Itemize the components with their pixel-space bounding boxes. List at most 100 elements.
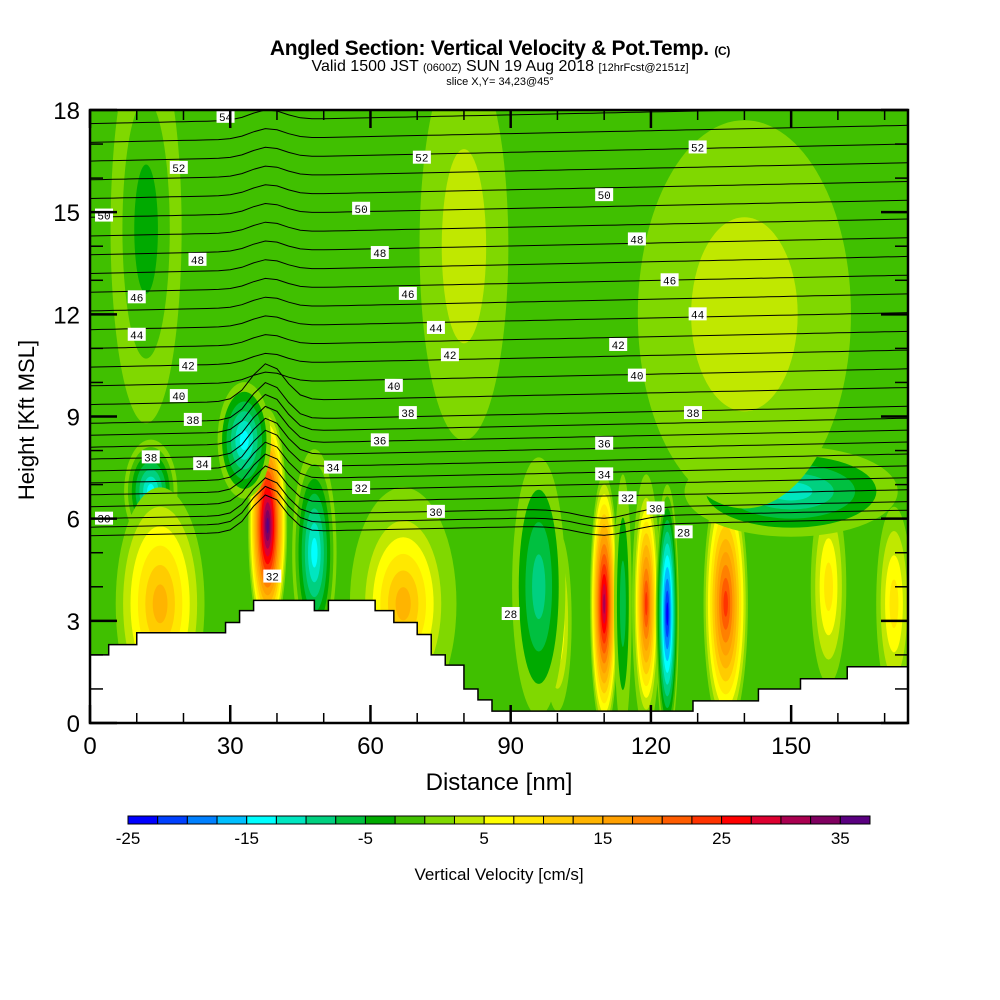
isentrope-label: 50 (95, 208, 114, 224)
isentrope-label-text: 52 (172, 164, 185, 176)
velocity-band (666, 602, 669, 626)
isentrope-label: 52 (688, 140, 707, 155)
colorbar-segment (305, 815, 337, 825)
valid-utc: (0600Z) (422, 62, 462, 74)
colorbar-segment (543, 815, 574, 825)
isentrope-label-text: 48 (630, 235, 643, 247)
isentrope-label-box (683, 406, 702, 420)
isentrope-label-text: 28 (504, 610, 517, 622)
plot-area: 54 52 52 52 50 50 50 48 48 48 46 46 46 44 44 44 42 42 42 40… (90, 110, 908, 723)
isentrope-line (90, 124, 908, 143)
isentrope-label: 48 (627, 232, 646, 247)
y-tick-label: 0 (67, 711, 80, 738)
isentrope-label: 48 (188, 252, 207, 268)
x-tick-label: 60 (357, 733, 384, 760)
colorbar-label: Vertical Velocity [cm/s] (414, 865, 583, 884)
y-tick-label: 12 (53, 302, 80, 329)
isentrope-label-text: 38 (144, 453, 157, 465)
y-tick-label: 6 (67, 507, 80, 534)
isentrope-label-box (263, 569, 282, 583)
isentrope-label-text: 50 (97, 212, 110, 224)
terrain (90, 599, 908, 723)
colorbar-segment (157, 815, 188, 825)
y-tick-label: 15 (53, 200, 80, 227)
velocity-band (889, 579, 899, 629)
isentrope-label: 42 (440, 348, 459, 363)
isentrope-label-text: 30 (649, 504, 662, 516)
isentrope-label-text: 34 (598, 470, 612, 482)
isentrope-line (90, 274, 908, 293)
isentrope-label: 40 (169, 389, 188, 404)
velocity-band (723, 590, 728, 617)
isentrope-label-box (188, 252, 207, 266)
colorbar-segment (186, 815, 218, 825)
colorbar-tick-label: -15 (234, 829, 259, 848)
isentrope-label-box (660, 273, 679, 287)
isentrope-label: 30 (426, 504, 445, 520)
velocity-cell (655, 484, 679, 723)
isentrope-label-box (127, 290, 146, 304)
isentrope-label: 36 (595, 436, 614, 452)
isentrope-line (90, 441, 908, 484)
isentrope-label-text: 44 (130, 331, 144, 343)
isentrope-label-box (370, 433, 389, 447)
velocity-band (266, 517, 269, 534)
velocity-cell (810, 489, 847, 684)
isentrope-label-box (179, 358, 198, 372)
isentrope-label-box (352, 201, 371, 215)
colorbar-segment (216, 815, 248, 825)
isentrope-label-box (501, 607, 520, 621)
isentrope-label-box (595, 436, 614, 450)
isentrope-line (90, 429, 908, 472)
isentrope-label-text: 52 (691, 143, 704, 155)
x-tick-label: 120 (631, 733, 671, 760)
colorbar-segment (661, 815, 693, 825)
colorbar-segment (810, 815, 841, 825)
isentrope-label-text: 36 (598, 440, 611, 452)
isentrope-line (90, 199, 908, 218)
isentrope-label-box (627, 232, 646, 246)
title-units: (C) (714, 44, 731, 58)
isentrope-line (90, 330, 908, 349)
isentrope-label: 44 (127, 327, 146, 343)
isentrope-label-box (674, 525, 693, 539)
isentrope-label-box (627, 368, 646, 382)
isentrope-line (90, 349, 908, 368)
isentrope-label-box (398, 406, 417, 420)
velocity-band (311, 537, 318, 568)
isentrope-label: 40 (627, 368, 646, 384)
isentrope-label-text: 48 (373, 249, 386, 261)
colorbar-tick-label: -5 (358, 829, 373, 848)
colorbar-tick-labels: -25 -15 -5 5 15 25 35 (116, 829, 850, 848)
isentrope-label-box (384, 378, 403, 392)
isentrope-label-text: 42 (182, 361, 195, 373)
isentrope-label-text: 28 (677, 528, 690, 540)
slice-info: slice X,Y= 34,23@45° (446, 76, 554, 88)
colorbar-segment (335, 815, 366, 825)
velocity-cell (632, 474, 661, 723)
isentrope-label-box (688, 307, 707, 321)
velocity-cell (876, 506, 908, 701)
isentrope-line (90, 218, 908, 237)
isentrope-label-text: 30 (97, 515, 110, 527)
colorbar-segment (602, 815, 634, 825)
velocity-band (441, 149, 487, 344)
isentrope-label-text: 46 (663, 276, 676, 288)
velocity-band (134, 164, 158, 294)
isentrope-label: 46 (127, 290, 146, 305)
velocity-cell (110, 110, 182, 424)
isentrope-label-text: 46 (401, 290, 414, 302)
velocity-band (644, 592, 648, 616)
isentrope-label-box (426, 504, 445, 518)
isentrope-label-text: 34 (196, 460, 210, 472)
velocity-band (532, 554, 546, 620)
isentrope-label-text: 38 (686, 409, 699, 421)
x-tick-label: 30 (217, 733, 244, 760)
isentrope-label-text: 46 (130, 293, 143, 305)
colorbar-tick-label: 35 (831, 829, 850, 848)
y-tick-labels: 0 3 6 9 12 15 18 (53, 98, 80, 738)
isentrope-label-box (688, 140, 707, 154)
velocity-cell (512, 457, 566, 717)
chart-title: Angled Section: Vertical Velocity & Pot.… (0, 37, 1000, 61)
isentrope-label: 46 (660, 273, 679, 288)
